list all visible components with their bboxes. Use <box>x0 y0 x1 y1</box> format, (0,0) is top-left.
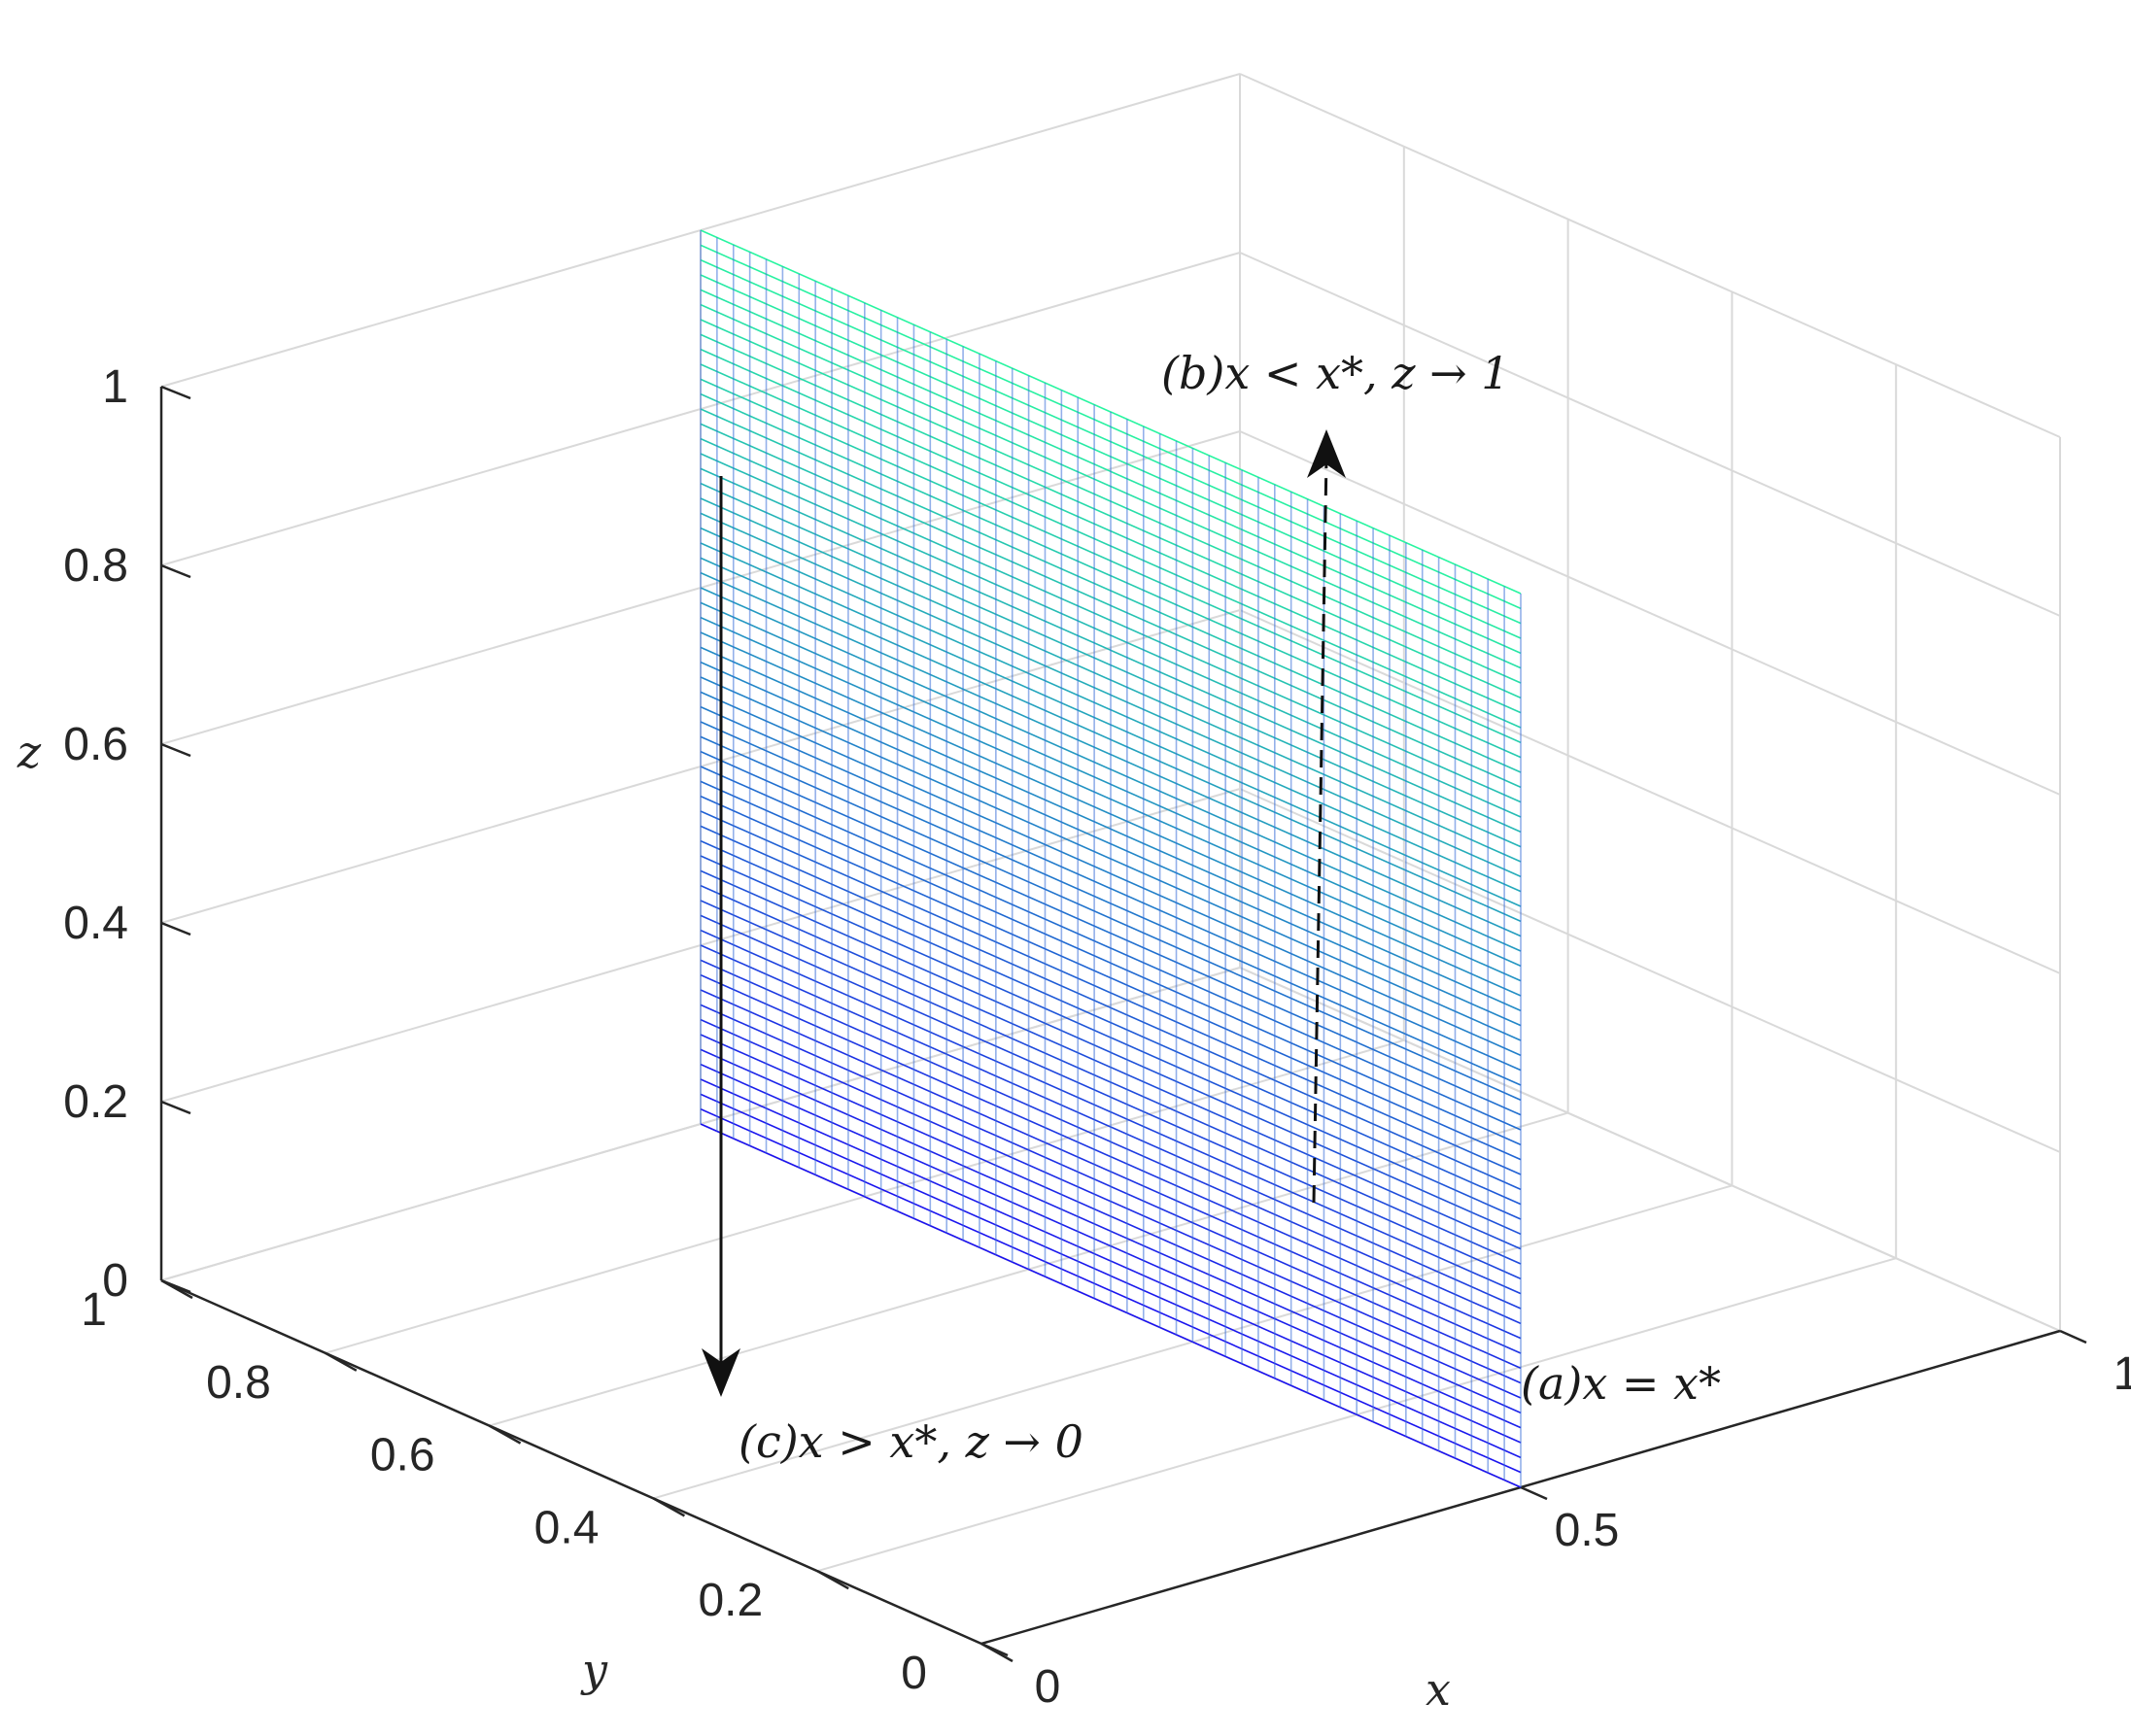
z-tick <box>160 563 191 579</box>
y-tick <box>652 1497 686 1517</box>
grid-line <box>1239 252 2061 617</box>
z-tick <box>160 742 191 758</box>
grid-line <box>1239 73 2061 438</box>
x-tick-label: 0.5 <box>1555 1505 1620 1556</box>
y-tick-label: 0.4 <box>534 1502 600 1553</box>
y-tick <box>488 1424 522 1445</box>
z-tick-label: 0.2 <box>63 1076 128 1128</box>
y-tick <box>980 1642 1014 1663</box>
z-tick <box>160 1100 191 1115</box>
annotation-b: (b)x < x*, z → 1 <box>1161 347 1510 399</box>
annotation-a: (a)x = x* <box>1521 1357 1721 1410</box>
annotation-arrows <box>702 429 1346 1397</box>
y-tick-label: 0.8 <box>206 1357 271 1409</box>
z-tick-label: 0.6 <box>63 719 128 770</box>
y-tick-label: 0.6 <box>370 1430 435 1481</box>
y-tick <box>325 1351 358 1372</box>
y-tick <box>816 1570 849 1590</box>
grid-line <box>1239 788 2061 1153</box>
x-tick <box>1520 1485 1548 1501</box>
y-axis-line <box>160 1278 982 1646</box>
y-axis-label: y <box>580 1644 608 1696</box>
arrow-b-head <box>1307 429 1346 478</box>
x-tick-label: 0 <box>1035 1661 1061 1713</box>
annotation-c: (c)x > x*, z → 0 <box>739 1415 1083 1468</box>
labels: 00.5100.20.40.60.8100.20.40.60.81xyz(a)x… <box>17 347 2131 1716</box>
z-tick-label: 1 <box>102 361 128 413</box>
z-tick <box>160 385 191 400</box>
y-tick-label: 0.2 <box>698 1575 763 1626</box>
z-axis-label: z <box>17 726 42 778</box>
arrow-c-head <box>702 1348 740 1397</box>
axes <box>159 385 2087 1663</box>
y-tick-label: 1 <box>81 1284 107 1336</box>
z-tick <box>160 1278 191 1294</box>
x-axis-label: x <box>1426 1663 1451 1716</box>
z-tick-label: 0.4 <box>63 898 128 949</box>
grid-line <box>1239 967 2061 1332</box>
z-tick <box>160 921 191 936</box>
x-tick <box>2059 1329 2087 1345</box>
grid-line <box>1239 609 2061 974</box>
surface-mesh <box>700 229 1522 1488</box>
z-tick-label: 0 <box>102 1255 128 1307</box>
y-tick-label: 0 <box>901 1648 927 1699</box>
arrow-b-shaft <box>1312 456 1328 1204</box>
grid-line <box>1239 430 2061 796</box>
z-tick-label: 0.8 <box>63 540 128 592</box>
x-tick-label: 1 <box>2114 1348 2131 1400</box>
